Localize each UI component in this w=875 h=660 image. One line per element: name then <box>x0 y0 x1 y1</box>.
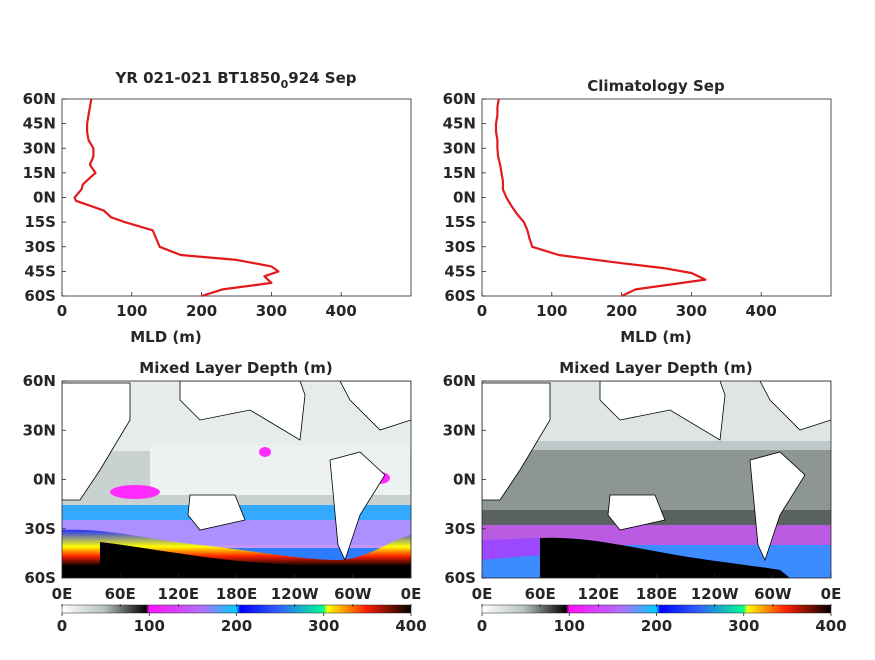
map-title-model: Mixed Layer Depth (m) <box>139 359 332 377</box>
panel-title-model: YR 021-021 BT18500924 Sep <box>114 69 356 91</box>
y-tick-label: 0N <box>33 189 56 207</box>
y-tick-label: 45S <box>24 262 56 280</box>
lat-tick-label: 30S <box>444 520 476 538</box>
mld-profile-line <box>494 98 707 297</box>
x-tick-label: 200 <box>186 302 217 320</box>
map-title-climatology: Mixed Layer Depth (m) <box>559 359 752 377</box>
y-tick-label: 45N <box>443 115 476 133</box>
colorbar-tick-label: 0 <box>477 617 487 635</box>
colorbar-tick-label: 100 <box>134 617 165 635</box>
lat-tick-label: 60S <box>444 569 476 587</box>
lon-tick-label: 60W <box>334 585 372 603</box>
y-tick-label: 15S <box>24 213 56 231</box>
plot-area <box>61 98 412 297</box>
lon-tick-label: 0E <box>821 585 842 603</box>
colorbar-tick-label: 100 <box>554 617 585 635</box>
x-tick-label: 100 <box>536 302 567 320</box>
lat-tick-label: 0N <box>453 471 476 489</box>
mld-field <box>62 381 411 578</box>
y-tick-label: 45N <box>23 115 56 133</box>
y-tick-label: 15S <box>444 213 476 231</box>
x-axis-label: MLD (m) <box>620 328 692 346</box>
lon-tick-label: 120W <box>271 585 319 603</box>
lon-tick-label: 120E <box>158 585 200 603</box>
colorbar-tick-label: 300 <box>308 617 339 635</box>
plot-area <box>481 98 832 297</box>
lon-tick-label: 60W <box>754 585 792 603</box>
x-tick-label: 300 <box>256 302 287 320</box>
colorbar-tick-label: 0 <box>57 617 67 635</box>
y-tick-label: 30S <box>444 238 476 256</box>
lat-tick-label: 60N <box>443 372 476 390</box>
profile-panel-model: YR 021-021 BT18500924 Sep MLD (m) 0 100 20… <box>23 69 412 346</box>
lon-tick-label: 180E <box>636 585 678 603</box>
colorbar-tick-label: 400 <box>395 617 426 635</box>
lat-tick-label: 30N <box>23 421 56 439</box>
y-tick-label: 0N <box>453 189 476 207</box>
lat-tick-label: 60S <box>24 569 56 587</box>
lat-tick-label: 60N <box>23 372 56 390</box>
colorbar-tick-label: 400 <box>815 617 846 635</box>
y-tick-label: 30S <box>24 238 56 256</box>
lon-tick-label: 120W <box>691 585 739 603</box>
colorbar-tick-label: 200 <box>221 617 252 635</box>
y-tick-label: 30N <box>443 139 476 157</box>
y-tick-label: 15N <box>443 164 476 182</box>
colorbar-tick-label: 200 <box>641 617 672 635</box>
x-tick-label: 400 <box>326 302 357 320</box>
y-tick-label: 60N <box>443 90 476 108</box>
y-tick-label: 15N <box>23 164 56 182</box>
lat-tick-label: 30N <box>443 421 476 439</box>
colorbar-tick-label: 300 <box>728 617 759 635</box>
mld-profile-line <box>73 98 280 298</box>
panel-title-climatology: Climatology Sep <box>587 77 725 95</box>
x-tick-label: 400 <box>746 302 777 320</box>
y-tick-label: 60S <box>24 287 56 305</box>
mld-field <box>482 381 831 578</box>
lat-tick-label: 0N <box>33 471 56 489</box>
x-axis-label: MLD (m) <box>130 328 202 346</box>
lon-tick-label: 120E <box>578 585 620 603</box>
y-tick-label: 60N <box>23 90 56 108</box>
x-tick-label: 200 <box>606 302 637 320</box>
lon-tick-label: 0E <box>401 585 422 603</box>
x-tick-label: 300 <box>676 302 707 320</box>
y-tick-label: 30N <box>23 139 56 157</box>
x-tick-label: 0 <box>477 302 487 320</box>
y-tick-label: 60S <box>444 287 476 305</box>
lon-tick-label: 60E <box>525 585 556 603</box>
y-tick-label: 45S <box>444 262 476 280</box>
lon-tick-label: 60E <box>105 585 136 603</box>
x-tick-label: 0 <box>57 302 67 320</box>
profile-panel-climatology: Climatology Sep MLD (m) 0 100 200 300 400 60N… <box>443 77 832 346</box>
lon-tick-label: 180E <box>216 585 258 603</box>
x-tick-label: 100 <box>116 302 147 320</box>
lon-tick-label: 0E <box>472 585 493 603</box>
lon-tick-label: 0E <box>52 585 73 603</box>
lat-tick-label: 30S <box>24 520 56 538</box>
